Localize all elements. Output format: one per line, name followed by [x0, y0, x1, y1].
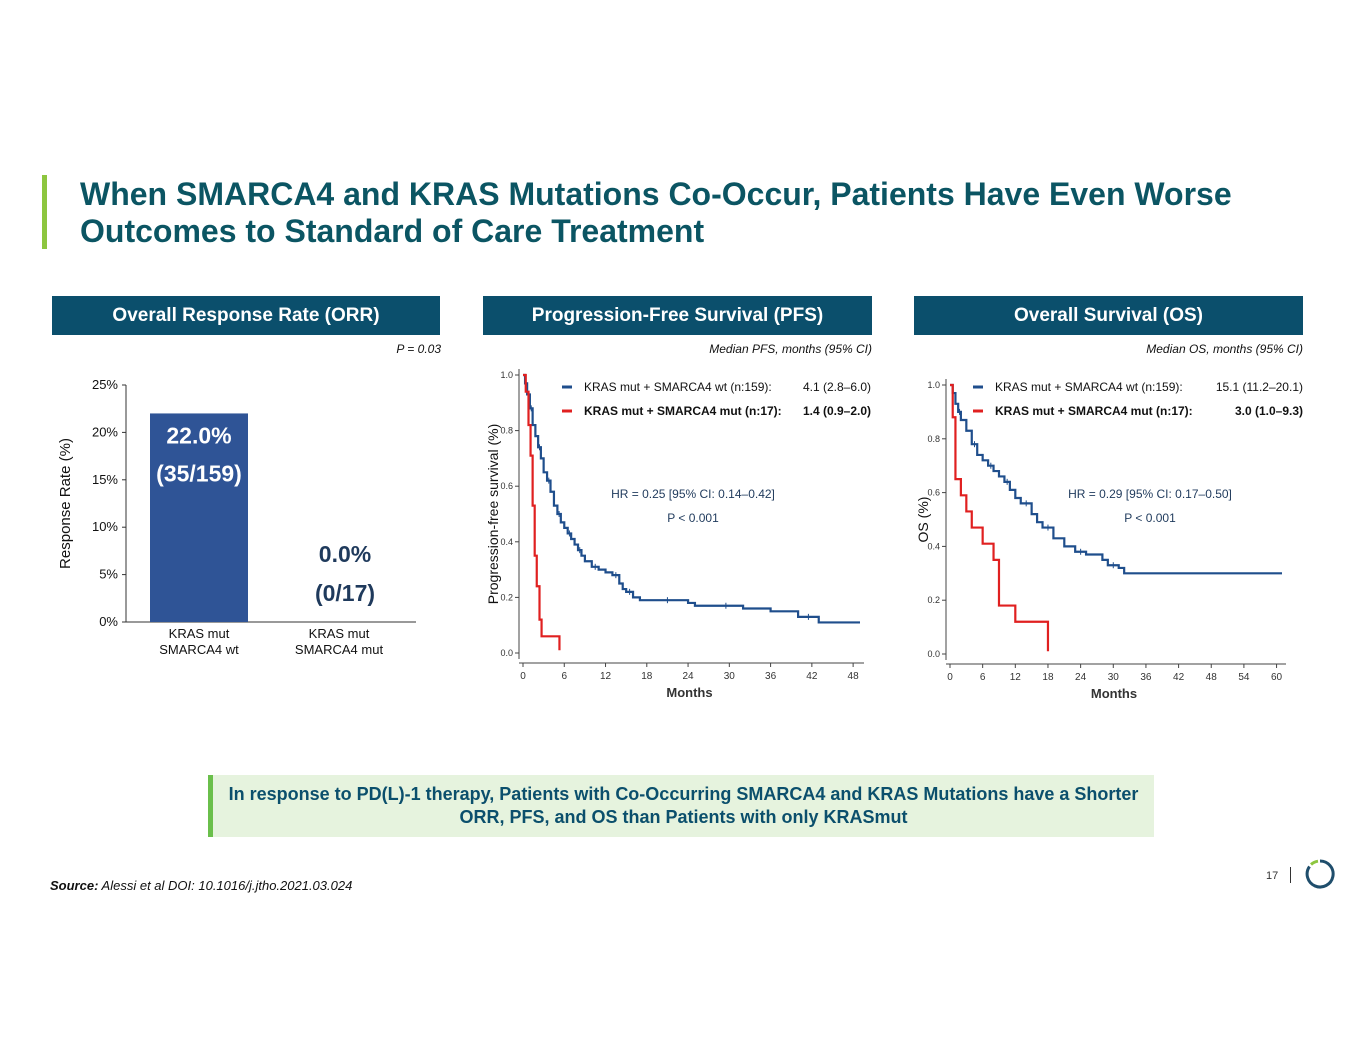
os-median-caption: Median OS, months (95% CI)	[1146, 342, 1303, 356]
os-y-tick-label: 0.0	[927, 649, 940, 659]
os-x-tick-label: 36	[1140, 672, 1152, 683]
pfs-median-caption: Median PFS, months (95% CI)	[709, 342, 872, 356]
os-x-tick-label: 18	[1042, 672, 1054, 683]
company-logo-icon	[1305, 859, 1335, 889]
os-series-line-smarca4-mut	[950, 383, 1050, 652]
page-number: 17	[1266, 870, 1279, 882]
pfs-legend-value: 1.4 (0.9–2.0)	[803, 404, 871, 418]
orr-bar-count-label: (35/159)	[156, 460, 242, 486]
orr-y-tick-label: 0%	[99, 614, 118, 629]
pfs-hazard-ratio: HR = 0.25 [95% CI: 0.14–0.42]	[611, 487, 775, 501]
pfs-series-line-smarca4-mut	[523, 373, 561, 651]
pfs-y-tick-label: 0.2	[500, 592, 513, 602]
os-x-tick-label: 30	[1108, 672, 1120, 683]
pfs-x-axis-title: Months	[666, 685, 712, 700]
pfs-x-tick-label: 6	[561, 671, 567, 682]
os-legend-label: KRAS mut + SMARCA4 mut (n:17):	[995, 404, 1193, 418]
os-y-tick-label: 1.0	[927, 380, 940, 390]
os-y-tick-label: 0.2	[927, 595, 940, 605]
orr-bar-value-label: 22.0%	[166, 422, 231, 448]
title-accent-bar	[42, 175, 47, 249]
orr-y-tick-label: 25%	[92, 377, 118, 392]
pfs-x-tick-label: 18	[641, 671, 653, 682]
key-takeaway-callout: In response to PD(L)-1 therapy, Patients…	[208, 775, 1154, 837]
os-hazard-ratio: HR = 0.29 [95% CI: 0.17–0.50]	[1068, 487, 1232, 501]
orr-x-tick-label: KRAS mut	[309, 626, 370, 641]
pfs-y-tick-label: 0.8	[500, 426, 513, 436]
pfs-x-tick-label: 42	[806, 671, 818, 682]
os-legend-label: KRAS mut + SMARCA4 wt (n:159):	[995, 380, 1183, 394]
os-x-tick-label: 48	[1206, 672, 1218, 683]
pfs-legend-label: KRAS mut + SMARCA4 wt (n:159):	[584, 380, 772, 394]
orr-x-tick-label: SMARCA4 wt	[159, 642, 239, 657]
pfs-legend-label: KRAS mut + SMARCA4 mut (n:17):	[584, 404, 782, 418]
os-x-tick-label: 42	[1173, 672, 1185, 683]
orr-bar	[150, 413, 248, 622]
os-x-tick-label: 12	[1010, 672, 1022, 683]
os-legend-value: 15.1 (11.2–20.1)	[1216, 380, 1303, 394]
orr-header: Overall Response Rate (ORR)	[52, 296, 440, 335]
pfs-header: Progression-Free Survival (PFS)	[483, 296, 872, 335]
pfs-legend-value: 4.1 (2.8–6.0)	[803, 380, 871, 394]
os-series-line-smarca4-wt	[950, 383, 1282, 575]
os-x-axis-title: Months	[1091, 686, 1137, 701]
callout-accent-bar	[208, 775, 213, 837]
orr-y-tick-label: 15%	[92, 472, 118, 487]
callout-text: In response to PD(L)-1 therapy, Patients…	[228, 784, 1139, 827]
pfs-y-tick-label: 0.0	[500, 648, 513, 658]
orr-x-tick-label: SMARCA4 mut	[295, 642, 384, 657]
os-x-tick-label: 60	[1271, 672, 1283, 683]
orr-y-tick-label: 20%	[92, 424, 118, 439]
page-separator	[1290, 867, 1291, 883]
os-legend-value: 3.0 (1.0–9.3)	[1235, 404, 1303, 418]
logo-ring-accent	[1309, 859, 1319, 866]
pfs-p-value: P < 0.001	[667, 511, 719, 525]
logo-ring	[1305, 859, 1335, 889]
pfs-y-tick-label: 0.4	[500, 537, 513, 547]
orr-y-tick-label: 10%	[92, 519, 118, 534]
os-y-tick-label: 0.8	[927, 434, 940, 444]
slide-title: When SMARCA4 and KRAS Mutations Co-Occur…	[80, 176, 1232, 249]
pfs-x-tick-label: 12	[600, 671, 612, 682]
orr-x-tick-label: KRAS mut	[169, 626, 230, 641]
os-x-tick-label: 0	[947, 672, 953, 683]
os-x-tick-label: 24	[1075, 672, 1087, 683]
pfs-x-tick-label: 0	[520, 671, 526, 682]
source-label: Source:	[50, 878, 99, 893]
orr-y-axis-title: Response Rate (%)	[57, 438, 74, 569]
os-y-tick-label: 0.6	[927, 488, 940, 498]
pfs-x-tick-label: 48	[848, 671, 860, 682]
os-p-value: P < 0.001	[1124, 511, 1176, 525]
pfs-x-tick-label: 24	[682, 671, 694, 682]
pfs-y-tick-label: 0.6	[500, 481, 513, 491]
pfs-x-tick-label: 30	[724, 671, 736, 682]
orr-y-tick-label: 5%	[99, 567, 118, 582]
os-y-axis-title: OS (%)	[915, 497, 931, 543]
source-text: Alessi et al DOI: 10.1016/j.jtho.2021.03…	[101, 878, 353, 893]
orr-pvalue: P = 0.03	[396, 342, 441, 356]
os-y-tick-label: 0.4	[927, 541, 940, 551]
pfs-y-axis-title: Progression-free survival (%)	[485, 424, 501, 605]
pfs-x-tick-label: 36	[765, 671, 777, 682]
orr-bar-value-label: 0.0%	[319, 541, 371, 567]
os-x-tick-label: 54	[1238, 672, 1250, 683]
pfs-y-tick-label: 1.0	[500, 370, 513, 380]
orr-bar-count-label: (0/17)	[315, 580, 375, 606]
os-header: Overall Survival (OS)	[914, 296, 1303, 335]
os-x-tick-label: 6	[980, 672, 986, 683]
source-citation: Source: Alessi et al DOI: 10.1016/j.jtho…	[50, 878, 352, 893]
